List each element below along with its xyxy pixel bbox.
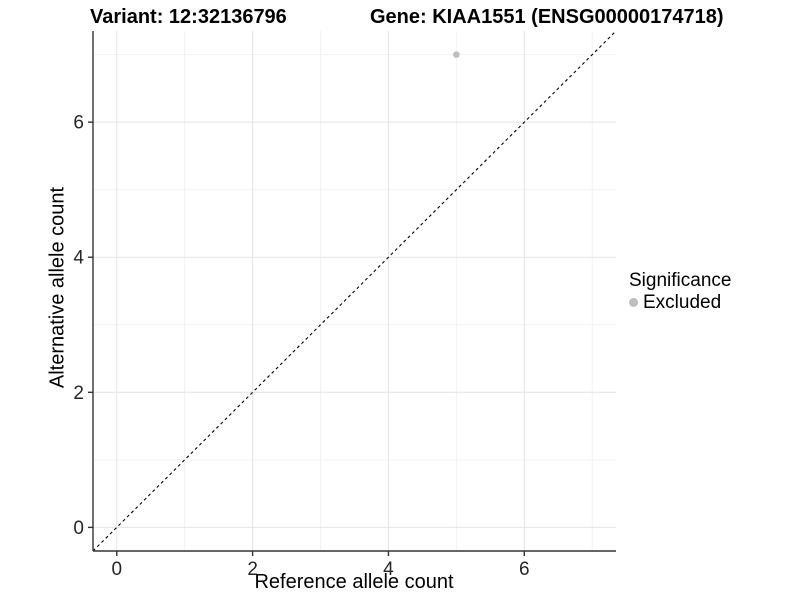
y-tick-label: 0 — [73, 518, 84, 539]
identity-line — [92, 30, 617, 552]
x-axis-label: Reference allele count — [254, 571, 454, 593]
y-axis-label: Alternative allele count — [46, 186, 69, 389]
x-tick-label: 2 — [247, 559, 258, 580]
y-tick-label: 2 — [73, 383, 84, 404]
legend-item-excluded: Excluded — [629, 292, 731, 313]
y-tick-label: 4 — [73, 248, 84, 269]
plot-title-variant: Variant: 12:32136796 — [90, 6, 287, 28]
y-tick-label: 6 — [73, 113, 84, 134]
x-tick-label: 0 — [111, 559, 122, 580]
x-tick-label: 4 — [383, 559, 394, 580]
plot-title-gene: Gene: KIAA1551 (ENSG00000174718) — [370, 6, 724, 28]
legend-item-label: Excluded — [643, 292, 722, 313]
x-tick-label: 6 — [519, 559, 530, 580]
data-point — [453, 51, 460, 58]
excluded-point-icon — [629, 298, 638, 307]
legend: Significance Excluded — [629, 270, 731, 313]
legend-title: Significance — [629, 270, 732, 291]
